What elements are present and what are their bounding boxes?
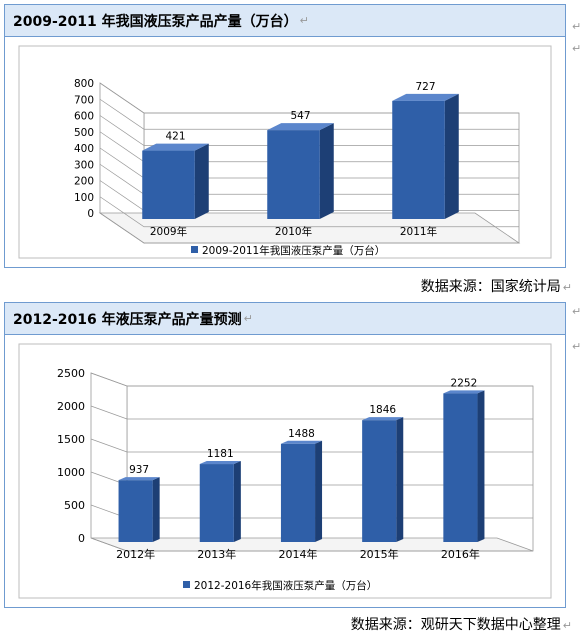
bar (142, 150, 195, 219)
y-tick-label: 300 (74, 159, 94, 171)
bar-side (152, 477, 160, 542)
y-tick-label: 400 (74, 143, 94, 155)
x-tick-label: 2016年 (441, 547, 480, 561)
bar-side (194, 143, 209, 219)
bar (362, 420, 397, 542)
bar-side (477, 390, 485, 542)
x-tick-label: 2013年 (197, 547, 236, 561)
bar (280, 443, 316, 542)
gridline (99, 196, 519, 228)
y-tick-label: 1000 (57, 466, 85, 479)
legend-label: 2012-2016年我国液压泵产量（万台） (194, 579, 377, 592)
bar-side (233, 461, 241, 542)
y-tick-label: 2500 (57, 367, 85, 380)
y-tick-label: 500 (74, 127, 94, 139)
panel-1-header: 2009-2011 年我国液压泵产品产量（万台） ↵ (5, 5, 565, 37)
paragraph-mark-icon: ↵ (572, 340, 582, 353)
chart-panel-1: 2009-2011 年我国液压泵产品产量（万台） ↵ 0 100 200 300 400… (4, 4, 566, 268)
panel-1-source: 数据来源：国家统计局 ↵ (420, 279, 572, 295)
y-tick-label: 1500 (57, 433, 85, 446)
data-label: 547 (290, 110, 310, 122)
data-label: 1488 (288, 428, 315, 440)
bar (199, 464, 234, 542)
gridline (90, 537, 533, 552)
chart-1: 0 100 200 300 400 500 600 700 800 421 2009年 547 2010… (18, 45, 552, 259)
y-tick-label: 2000 (57, 400, 85, 413)
bar-top (142, 143, 209, 151)
y-tick-label: 200 (74, 176, 94, 188)
paragraph-mark-icon: ↵ (572, 305, 582, 318)
bar-top (280, 440, 323, 444)
data-label: 1181 (207, 448, 234, 460)
panel-2-source: 数据来源：观研天下数据中心整理 ↵ (350, 617, 572, 633)
paragraph-mark-icon: ↵ (243, 312, 253, 325)
bar-top (118, 477, 160, 481)
data-label: 2252 (451, 377, 478, 389)
panel-2-header: 2012-2016 年液压泵产品产量预测 ↵ (5, 303, 565, 335)
bar-top (392, 93, 459, 101)
paragraph-mark-icon: ↵ (572, 20, 582, 33)
chart-2: 0 500 1000 1500 2000 2500 937 2012年 1181 2013年 148… (18, 343, 552, 599)
gridline (99, 212, 519, 244)
y-tick-label: 0 (87, 208, 94, 220)
legend-swatch (183, 581, 190, 588)
x-tick-label: 2014年 (279, 547, 318, 561)
legend-swatch (191, 246, 198, 253)
data-label: 1846 (369, 404, 396, 416)
y-tick-label: 600 (74, 111, 94, 123)
panel-1-title: 2009-2011 年我国液压泵产品产量（万台） (13, 13, 298, 30)
legend-label: 2009-2011年我国液压泵产量（万台） (202, 244, 385, 257)
bar-top (199, 461, 241, 465)
paragraph-mark-icon: ↵ (299, 14, 309, 27)
chart-panel-2: 2012-2016 年液压泵产品产量预测 ↵ 0 500 1000 1500 2000 2… (4, 302, 566, 608)
x-tick-label: 2010年 (275, 225, 312, 238)
data-label: 937 (129, 464, 149, 476)
y-tick-label: 800 (74, 78, 94, 90)
bar (392, 100, 445, 219)
paragraph-mark-icon: ↵ (572, 42, 582, 55)
panel-2-title: 2012-2016 年液压泵产品产量预测 (13, 311, 242, 328)
gridline (90, 372, 533, 387)
data-label: 727 (415, 81, 435, 93)
bar-side (319, 123, 334, 219)
bar-top (267, 123, 334, 131)
data-label: 421 (165, 131, 185, 143)
bar-side (315, 440, 323, 542)
y-tick-label: 700 (74, 94, 94, 106)
x-tick-label: 2015年 (360, 547, 399, 561)
bar-top (362, 417, 404, 421)
y-tick-label: 0 (78, 532, 85, 545)
bar-side (444, 93, 459, 219)
bar (267, 130, 320, 219)
x-tick-label: 2009年 (150, 225, 187, 238)
x-tick-label: 2011年 (400, 225, 437, 238)
bar-top (443, 390, 485, 394)
bar (118, 480, 153, 542)
bar-side (396, 417, 404, 542)
y-tick-label: 100 (74, 192, 94, 204)
x-tick-label: 2012年 (116, 547, 155, 561)
bar (443, 393, 478, 542)
y-tick-label: 500 (64, 499, 85, 512)
